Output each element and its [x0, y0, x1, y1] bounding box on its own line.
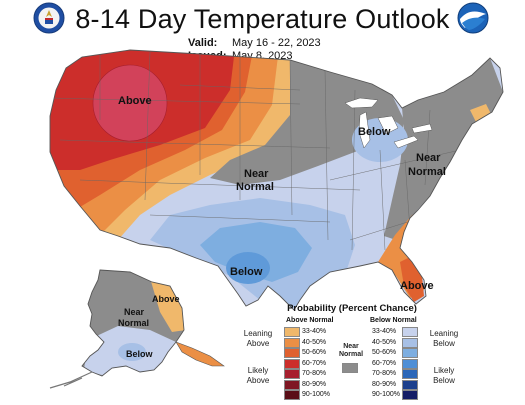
legend-below-bin-label: 33-40%	[372, 328, 397, 335]
legend-title: Probability (Percent Chance)	[287, 303, 417, 314]
legend-leaning-above: Leaning Above	[243, 329, 273, 348]
legend-above-bin-label: 40-50%	[302, 338, 327, 346]
legend-below-bin-swatch	[402, 327, 418, 337]
label-near-normal-east-2: Normal	[408, 166, 446, 178]
legend-above-bin-label: 70-80%	[302, 370, 327, 377]
label-near-normal-alaska-2: Normal	[118, 318, 149, 328]
below-60-70	[226, 252, 270, 284]
legend-above-bin-swatch	[284, 337, 300, 348]
legend-above-bin-label: 33-40%	[302, 328, 327, 335]
legend-above-bin-label: 90-100%	[302, 391, 331, 398]
label-below-alaska: Below	[126, 349, 154, 359]
legend-below-bin-swatch	[402, 337, 418, 348]
above-florida-50-60	[400, 256, 424, 302]
above-70-80	[92, 64, 168, 142]
legend-below-bin-swatch	[402, 390, 418, 400]
aleutian-islands	[49, 371, 93, 389]
legend-leaning-below: Leaning Below	[429, 329, 459, 348]
valid-line: Valid: May 16 - 22, 2023	[188, 37, 321, 50]
label-near-normal-central-2: Normal	[236, 181, 274, 193]
legend-near-normal-swatch	[342, 363, 358, 373]
valid-value: May 16 - 22, 2023	[232, 37, 321, 49]
legend-above-bin-label: 50-60%	[302, 349, 327, 356]
label-below-great-lakes: Below	[358, 126, 391, 138]
legend-above-bin-swatch	[284, 358, 300, 369]
legend-below-bin-label: 60-70%	[372, 359, 397, 367]
state-lines	[50, 50, 461, 251]
probability-legend: Probability (Percent Chance) Above Norma…	[236, 303, 468, 403]
legend-below-bin-label: 80-90%	[372, 380, 397, 388]
label-above-west: Above	[118, 95, 152, 107]
page-title: 8-14 Day Temperature Outlook	[75, 4, 450, 34]
legend-above-bin-swatch	[284, 369, 300, 379]
legend-below-bin-label: 90-100%	[372, 391, 401, 398]
label-above-florida: Above	[400, 280, 434, 292]
legend-above-bin-swatch	[284, 348, 300, 358]
legend-above-bin-swatch	[284, 390, 300, 400]
great-lakes	[344, 97, 433, 149]
legend-likely-below: Likely Below	[433, 366, 455, 385]
legend-above-header: Above Normal	[286, 317, 334, 324]
alaska-panhandle	[175, 341, 225, 367]
label-near-normal-central-1: Near	[244, 168, 269, 180]
legend-below-bin-swatch	[402, 369, 418, 379]
noaa-logo-icon	[457, 2, 489, 34]
label-near-normal-east-1: Near	[416, 152, 441, 164]
legend-above-bin-label: 80-90%	[302, 380, 327, 388]
legend-above-bin-label: 60-70%	[302, 359, 327, 367]
legend-below-bin-label: 40-50%	[372, 338, 397, 346]
legend-below-bin-label: 50-60%	[372, 349, 397, 356]
label-below-texas: Below	[230, 266, 263, 278]
legend-near-normal: Near Normal	[338, 343, 364, 358]
legend-below-bin-swatch	[402, 348, 418, 358]
legend-below-header: Below Normal	[370, 317, 417, 324]
legend-below-bin-swatch	[402, 358, 418, 369]
legend-above-bin-swatch	[284, 327, 300, 337]
noaa-commerce-seal-icon	[33, 2, 65, 34]
near-normal-east	[384, 58, 503, 240]
legend-below-bin-label: 70-80%	[372, 370, 397, 377]
near-normal-central	[210, 60, 404, 185]
legend-above-bin-swatch	[284, 379, 300, 390]
label-near-normal-alaska-1: Near	[124, 307, 145, 317]
legend-below-bin-swatch	[402, 379, 418, 390]
legend-likely-above: Likely Above	[246, 366, 270, 385]
valid-label: Valid:	[188, 37, 218, 49]
label-above-alaska: Above	[152, 294, 180, 304]
